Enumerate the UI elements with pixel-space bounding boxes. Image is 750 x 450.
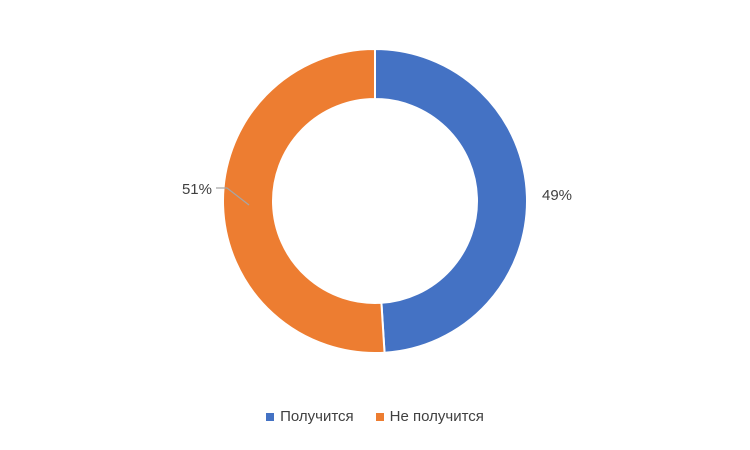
legend-swatch-series-1 <box>266 412 275 421</box>
legend-swatch-series-2 <box>375 412 384 421</box>
legend-item-series-1: Получится <box>266 408 354 425</box>
donut-chart: 49% 51% <box>182 47 572 354</box>
data-label-series-2: 51% <box>182 181 212 198</box>
donut-slice-2 <box>222 47 386 354</box>
legend-item-series-2: Не получится <box>375 408 484 425</box>
donut-slice-1 <box>374 47 528 354</box>
legend-label-series-2: Не получится <box>389 408 484 425</box>
legend: Получится Не получится <box>0 408 750 425</box>
leader-line-series-2 <box>216 187 250 206</box>
data-label-series-1: 49% <box>542 187 572 204</box>
legend-label-series-1: Получится <box>280 408 354 425</box>
